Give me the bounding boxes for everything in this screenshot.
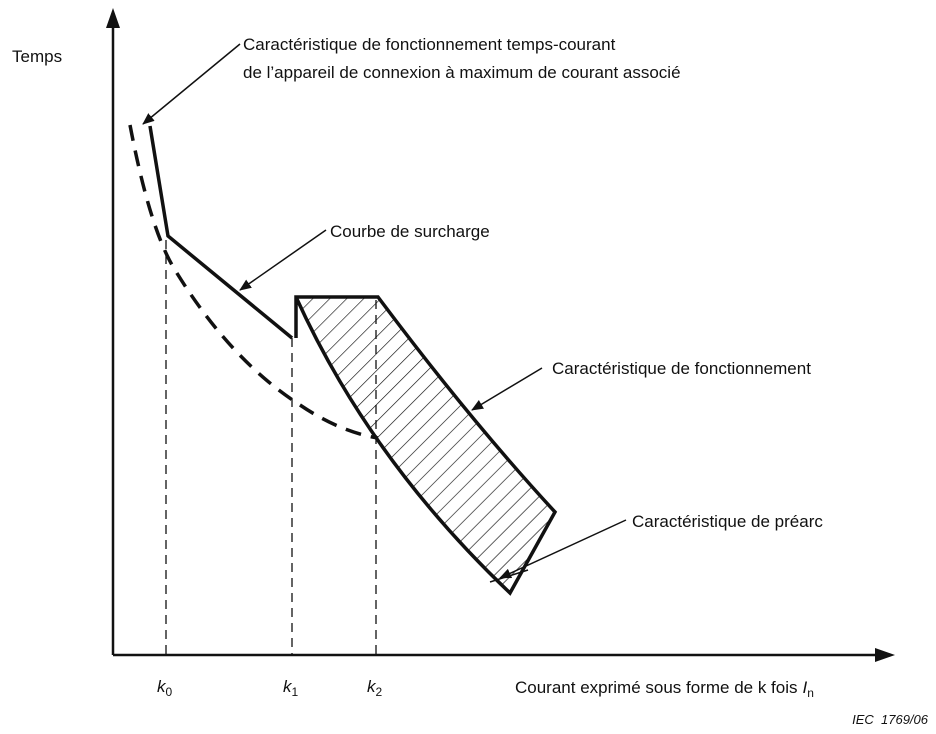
operating-band xyxy=(294,295,558,596)
arrows xyxy=(142,43,627,579)
figure-id: IEC 1769/06 xyxy=(852,712,929,727)
annotation: de l’appareil de connexion à maximum de … xyxy=(243,63,681,82)
y-axis-label: Temps xyxy=(12,47,62,66)
x-axis-label: Courant exprimé sous forme de k fois In xyxy=(515,678,814,700)
overload-curve xyxy=(128,124,379,440)
annotation: Courbe de surcharge xyxy=(330,222,490,241)
hatch-fill xyxy=(296,297,555,593)
annotation: Caractéristique de fonctionnement temps-… xyxy=(243,35,616,54)
marker-label: k0 xyxy=(157,677,173,699)
marker-lines xyxy=(165,240,377,655)
axes xyxy=(106,8,895,662)
marker-label: k1 xyxy=(283,677,299,699)
annotation: Caractéristique de fonctionnement xyxy=(552,359,811,378)
annotation: Caractéristique de préarc xyxy=(632,512,823,531)
marker-label: k2 xyxy=(367,677,383,699)
overcurrent-curve xyxy=(148,125,294,340)
curves xyxy=(128,124,558,596)
